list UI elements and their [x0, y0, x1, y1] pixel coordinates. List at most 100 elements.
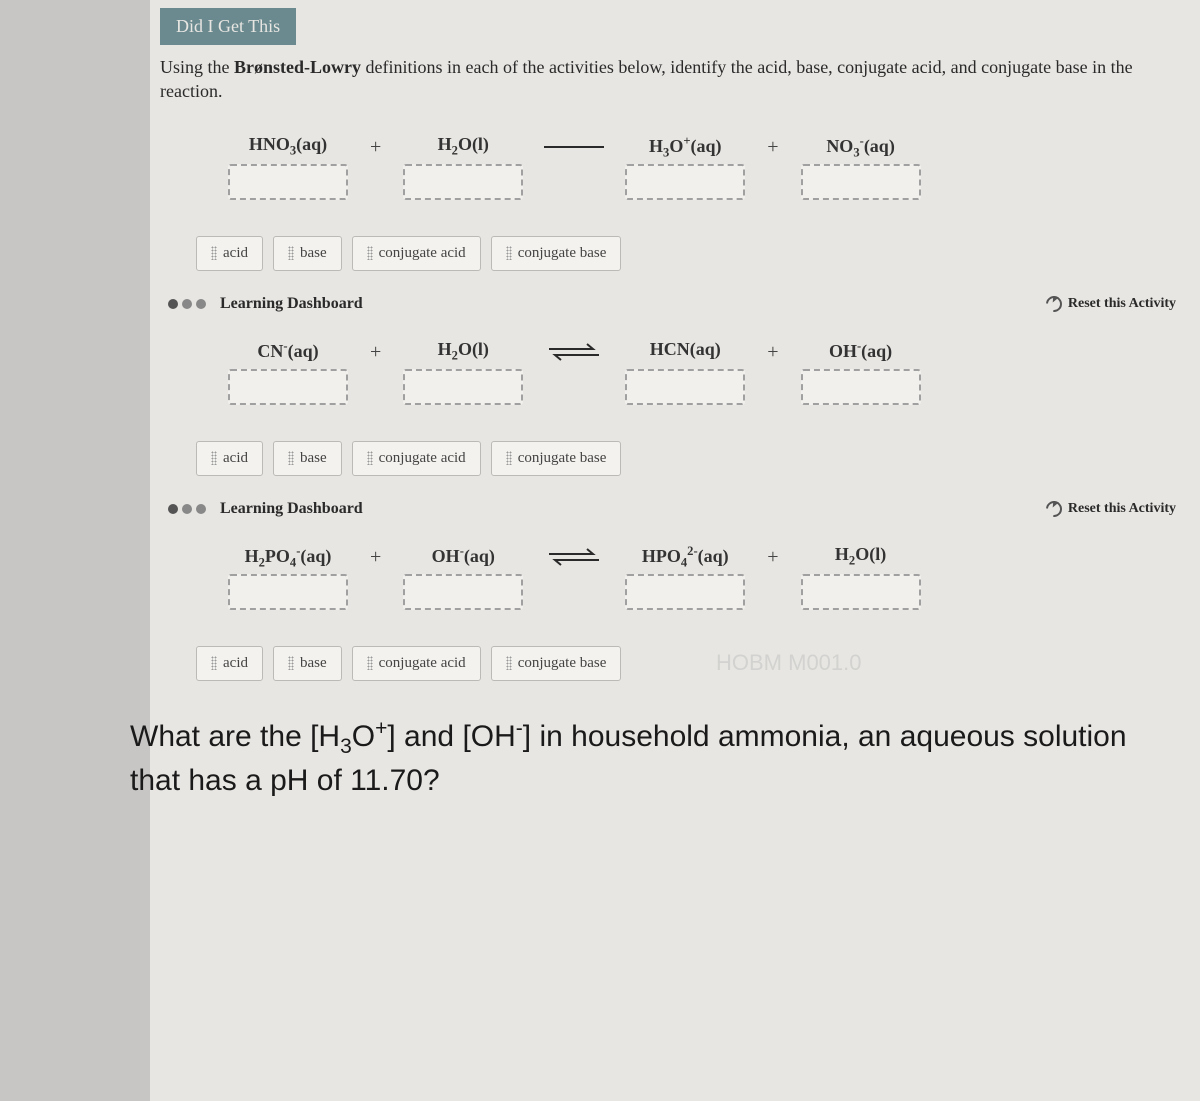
- label-chip-conj-acid[interactable]: conjugate acid: [352, 236, 481, 271]
- drop-zone[interactable]: [403, 574, 523, 610]
- reaction-row: HNO3(aq) + H2O(l) H3O+(aq) + NO3-(aq): [218, 134, 1182, 200]
- dot-icon: [182, 504, 192, 514]
- label-chip-acid[interactable]: acid: [196, 646, 263, 681]
- formula: H2O(l): [835, 544, 886, 570]
- grip-icon: [288, 451, 294, 465]
- reset-icon: [1043, 497, 1066, 520]
- grip-icon: [367, 451, 373, 465]
- plus-sign: +: [761, 544, 784, 570]
- chip-text: acid: [223, 245, 248, 262]
- label-chip-acid[interactable]: acid: [196, 236, 263, 271]
- plus-sign: +: [761, 134, 784, 160]
- species-cell: OH-(aq): [393, 544, 533, 610]
- section-bar: Learning Dashboard Reset this Activity: [150, 287, 1200, 315]
- instructions-text: Using the Brønsted-Lowry definitions in …: [150, 45, 1200, 110]
- dot-icon: [168, 299, 178, 309]
- species-cell: H2PO4-(aq): [218, 544, 358, 610]
- label-chip-conj-base[interactable]: conjugate base: [491, 236, 622, 271]
- species-cell: HPO42-(aq): [615, 544, 755, 610]
- grip-icon: [288, 656, 294, 670]
- bleed-through-text: HOBM M001.0: [716, 650, 862, 676]
- drop-zone[interactable]: [403, 369, 523, 405]
- reaction-row: CN-(aq) + H2O(l) HCN(aq) + OH-(aq): [218, 339, 1182, 405]
- progress-dots: [168, 504, 206, 514]
- drop-zone[interactable]: [228, 369, 348, 405]
- dot-icon: [182, 299, 192, 309]
- chip-text: base: [300, 245, 327, 262]
- species-cell: NO3-(aq): [791, 134, 931, 200]
- label-chip-acid[interactable]: acid: [196, 441, 263, 476]
- section-left: Learning Dashboard: [168, 500, 363, 518]
- activity-3: H2PO4-(aq) + OH-(aq) HPO42-(aq) + H2O(l): [150, 520, 1200, 697]
- formula: HNO3(aq): [249, 134, 327, 160]
- grip-icon: [506, 246, 512, 260]
- label-chip-base[interactable]: base: [273, 236, 342, 271]
- plus-sign: +: [364, 544, 387, 570]
- chip-text: conjugate base: [518, 450, 607, 467]
- drop-zone[interactable]: [625, 164, 745, 200]
- species-cell: H2O(l): [791, 544, 931, 610]
- formula: OH-(aq): [432, 544, 495, 570]
- drop-zone[interactable]: [228, 164, 348, 200]
- grip-icon: [367, 246, 373, 260]
- label-chip-base[interactable]: base: [273, 441, 342, 476]
- drop-zone[interactable]: [801, 164, 921, 200]
- species-cell: OH-(aq): [791, 339, 931, 405]
- drop-zone[interactable]: [801, 369, 921, 405]
- dot-icon: [196, 299, 206, 309]
- grip-icon: [211, 451, 217, 465]
- section-left: Learning Dashboard: [168, 295, 363, 313]
- labels-row: acid base conjugate acid conjugate base …: [196, 646, 1182, 681]
- reset-button[interactable]: Reset this Activity: [1046, 296, 1176, 312]
- label-chip-conj-base[interactable]: conjugate base: [491, 441, 622, 476]
- species-cell: CN-(aq): [218, 339, 358, 405]
- chip-text: conjugate base: [518, 245, 607, 262]
- reset-button[interactable]: Reset this Activity: [1046, 501, 1176, 517]
- species-cell: H2O(l): [393, 134, 533, 200]
- label-chip-base[interactable]: base: [273, 646, 342, 681]
- chip-text: conjugate acid: [379, 450, 466, 467]
- grip-icon: [211, 246, 217, 260]
- chip-text: conjugate base: [518, 655, 607, 672]
- chip-text: acid: [223, 655, 248, 672]
- drop-zone[interactable]: [801, 574, 921, 610]
- arrow-forward-icon: [539, 134, 609, 160]
- chip-text: acid: [223, 450, 248, 467]
- species-cell: H3O+(aq): [615, 134, 755, 200]
- formula: HPO42-(aq): [642, 544, 729, 570]
- species-cell: HNO3(aq): [218, 134, 358, 200]
- activity-2: CN-(aq) + H2O(l) HCN(aq) + OH-(aq) acid: [150, 315, 1200, 492]
- plus-sign: +: [364, 134, 387, 160]
- activity-1: HNO3(aq) + H2O(l) H3O+(aq) + NO3-(aq) ac…: [150, 110, 1200, 287]
- chip-text: conjugate acid: [379, 655, 466, 672]
- chip-text: base: [300, 655, 327, 672]
- dot-icon: [168, 504, 178, 514]
- reaction-row: H2PO4-(aq) + OH-(aq) HPO42-(aq) + H2O(l): [218, 544, 1182, 610]
- arrow-equilibrium-icon: [539, 339, 609, 365]
- grip-icon: [211, 656, 217, 670]
- reset-label: Reset this Activity: [1068, 296, 1176, 312]
- plus-sign: +: [364, 339, 387, 365]
- header-tab: Did I Get This: [160, 8, 296, 45]
- grip-icon: [367, 656, 373, 670]
- grip-icon: [506, 656, 512, 670]
- formula: OH-(aq): [829, 339, 892, 365]
- drop-zone[interactable]: [625, 574, 745, 610]
- section-title: Learning Dashboard: [220, 500, 363, 517]
- arrow-equilibrium-icon: [539, 544, 609, 570]
- drop-zone[interactable]: [625, 369, 745, 405]
- formula: H2O(l): [438, 339, 489, 365]
- species-cell: H2O(l): [393, 339, 533, 405]
- chip-text: base: [300, 450, 327, 467]
- label-chip-conj-acid[interactable]: conjugate acid: [352, 441, 481, 476]
- formula: H2PO4-(aq): [245, 544, 332, 570]
- drop-zone[interactable]: [228, 574, 348, 610]
- chip-text: conjugate acid: [379, 245, 466, 262]
- reset-label: Reset this Activity: [1068, 501, 1176, 517]
- worksheet-page: Did I Get This Using the Brønsted-Lowry …: [150, 0, 1200, 1101]
- drop-zone[interactable]: [403, 164, 523, 200]
- formula: H3O+(aq): [649, 134, 722, 160]
- grip-icon: [288, 246, 294, 260]
- label-chip-conj-acid[interactable]: conjugate acid: [352, 646, 481, 681]
- label-chip-conj-base[interactable]: conjugate base: [491, 646, 622, 681]
